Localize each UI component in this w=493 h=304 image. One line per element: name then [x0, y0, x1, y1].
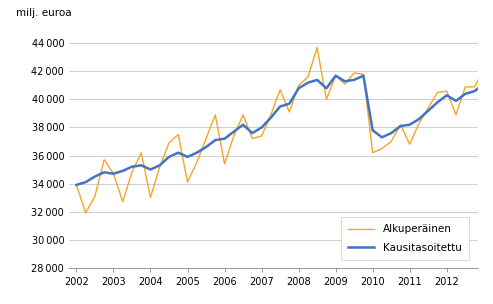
- Kausitasoitettu: [379, 136, 385, 139]
- Kausitasoitettu: [434, 100, 440, 104]
- Alkuperäinen: [73, 183, 79, 187]
- Alkuperäinen: [379, 147, 385, 150]
- Alkuperäinen: [397, 123, 403, 126]
- Kausitasoitettu: [231, 130, 237, 133]
- Kausitasoitettu: [194, 151, 200, 154]
- Kausitasoitettu: [471, 89, 477, 93]
- Kausitasoitettu: [286, 102, 292, 105]
- Alkuperäinen: [471, 85, 477, 89]
- Kausitasoitettu: [92, 175, 98, 178]
- Kausitasoitettu: [333, 74, 339, 78]
- Kausitasoitettu: [416, 117, 422, 121]
- Kausitasoitettu: [184, 155, 190, 159]
- Alkuperäinen: [462, 85, 468, 89]
- Text: milj. euroa: milj. euroa: [16, 8, 71, 18]
- Alkuperäinen: [434, 91, 440, 94]
- Alkuperäinen: [481, 67, 487, 71]
- Kausitasoitettu: [370, 129, 376, 132]
- Alkuperäinen: [138, 151, 144, 154]
- Kausitasoitettu: [444, 93, 450, 97]
- Alkuperäinen: [490, 109, 493, 112]
- Kausitasoitettu: [259, 126, 265, 129]
- Kausitasoitettu: [305, 81, 311, 85]
- Kausitasoitettu: [73, 183, 79, 187]
- Alkuperäinen: [360, 72, 366, 76]
- Kausitasoitettu: [101, 171, 107, 174]
- Kausitasoitettu: [462, 92, 468, 96]
- Alkuperäinen: [323, 98, 329, 101]
- Alkuperäinen: [231, 134, 237, 138]
- Kausitasoitettu: [249, 131, 255, 135]
- Kausitasoitettu: [221, 137, 227, 140]
- Kausitasoitettu: [397, 124, 403, 128]
- Alkuperäinen: [221, 162, 227, 166]
- Kausitasoitettu: [453, 99, 459, 103]
- Alkuperäinen: [157, 165, 163, 168]
- Kausitasoitettu: [490, 84, 493, 87]
- Alkuperäinen: [407, 143, 413, 146]
- Alkuperäinen: [129, 171, 135, 174]
- Alkuperäinen: [314, 46, 320, 50]
- Alkuperäinen: [277, 88, 283, 92]
- Kausitasoitettu: [407, 123, 413, 126]
- Alkuperäinen: [259, 134, 265, 138]
- Alkuperäinen: [388, 140, 394, 143]
- Alkuperäinen: [453, 113, 459, 117]
- Alkuperäinen: [416, 122, 422, 125]
- Alkuperäinen: [212, 113, 218, 117]
- Alkuperäinen: [342, 82, 348, 86]
- Kausitasoitettu: [314, 78, 320, 82]
- Alkuperäinen: [305, 75, 311, 79]
- Kausitasoitettu: [351, 78, 357, 82]
- Kausitasoitettu: [425, 109, 431, 112]
- Kausitasoitettu: [147, 168, 153, 171]
- Kausitasoitettu: [296, 86, 302, 90]
- Alkuperäinen: [268, 113, 274, 117]
- Kausitasoitettu: [83, 180, 89, 184]
- Alkuperäinen: [101, 158, 107, 161]
- Alkuperäinen: [110, 172, 116, 175]
- Alkuperäinen: [240, 113, 246, 117]
- Kausitasoitettu: [323, 86, 329, 90]
- Line: Kausitasoitettu: Kausitasoitettu: [76, 76, 493, 185]
- Kausitasoitettu: [120, 169, 126, 173]
- Kausitasoitettu: [342, 79, 348, 83]
- Kausitasoitettu: [388, 131, 394, 135]
- Alkuperäinen: [425, 106, 431, 110]
- Alkuperäinen: [184, 180, 190, 184]
- Kausitasoitettu: [157, 164, 163, 167]
- Line: Alkuperäinen: Alkuperäinen: [76, 48, 493, 213]
- Kausitasoitettu: [481, 82, 487, 86]
- Kausitasoitettu: [268, 116, 274, 119]
- Alkuperäinen: [147, 196, 153, 199]
- Alkuperäinen: [194, 161, 200, 164]
- Alkuperäinen: [166, 141, 172, 145]
- Alkuperäinen: [333, 74, 339, 78]
- Alkuperäinen: [296, 84, 302, 87]
- Legend: Alkuperäinen, Kausitasoitettu: Alkuperäinen, Kausitasoitettu: [341, 217, 469, 260]
- Alkuperäinen: [203, 137, 209, 140]
- Kausitasoitettu: [212, 138, 218, 142]
- Kausitasoitettu: [166, 155, 172, 159]
- Alkuperäinen: [444, 89, 450, 93]
- Kausitasoitettu: [360, 74, 366, 78]
- Alkuperäinen: [120, 200, 126, 204]
- Alkuperäinen: [92, 194, 98, 198]
- Kausitasoitettu: [277, 105, 283, 108]
- Kausitasoitettu: [203, 145, 209, 149]
- Kausitasoitettu: [129, 165, 135, 168]
- Alkuperäinen: [351, 71, 357, 75]
- Kausitasoitettu: [240, 123, 246, 126]
- Alkuperäinen: [83, 211, 89, 215]
- Kausitasoitettu: [110, 172, 116, 175]
- Alkuperäinen: [249, 137, 255, 140]
- Alkuperäinen: [176, 133, 181, 136]
- Alkuperäinen: [370, 151, 376, 154]
- Kausitasoitettu: [176, 151, 181, 154]
- Alkuperäinen: [286, 110, 292, 114]
- Kausitasoitettu: [138, 164, 144, 167]
